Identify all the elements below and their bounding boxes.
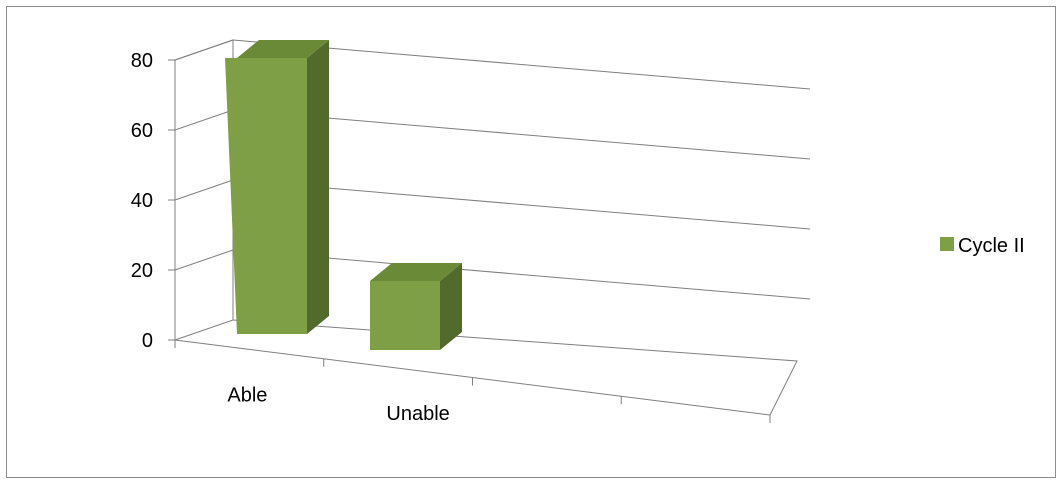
axis-ticks <box>168 59 771 423</box>
y-tick-label: 0 <box>142 330 153 352</box>
gridline <box>174 109 234 131</box>
gridline <box>232 179 811 230</box>
bar-side <box>440 263 462 350</box>
legend: Cycle II <box>940 235 1025 257</box>
bar-side <box>307 40 329 334</box>
legend-swatch <box>940 237 954 251</box>
y-tick-label: 20 <box>131 260 153 282</box>
x-category-label: Able <box>227 384 267 406</box>
gridline <box>174 39 234 61</box>
bars <box>225 40 462 350</box>
bar-top <box>370 263 462 281</box>
gridline <box>232 109 811 160</box>
x-axis-labels: Able Unable <box>227 384 449 425</box>
bar <box>370 263 462 350</box>
gridline <box>174 249 234 271</box>
bar <box>225 40 329 334</box>
bar-top <box>237 40 329 58</box>
y-tick-label: 60 <box>131 120 153 142</box>
floor-plane <box>174 319 798 416</box>
bar-front <box>370 281 440 350</box>
gridline <box>174 179 234 201</box>
y-tick-label: 40 <box>131 190 153 212</box>
bar-front <box>225 58 307 334</box>
x-category-label: Unable <box>386 403 449 425</box>
y-tick-label: 80 <box>131 50 153 72</box>
y-axis-labels: 0 20 40 60 80 <box>131 50 153 352</box>
legend-label: Cycle II <box>958 235 1025 257</box>
gridline <box>232 39 811 90</box>
chart-frame <box>6 6 1056 478</box>
gridlines <box>174 39 811 300</box>
gridline <box>232 249 811 300</box>
